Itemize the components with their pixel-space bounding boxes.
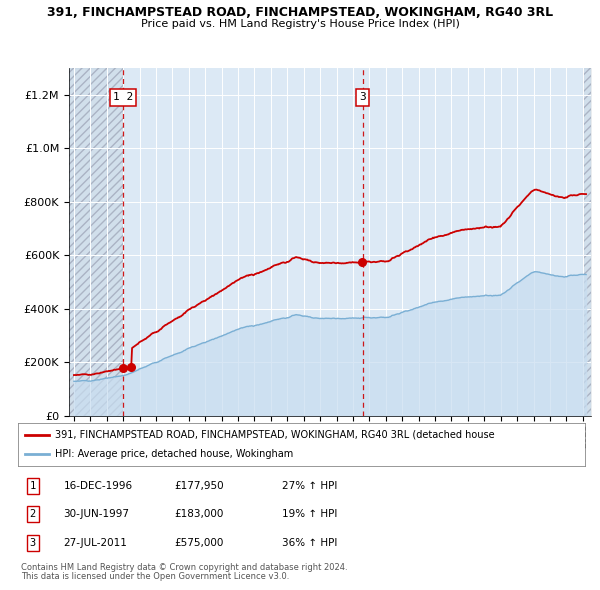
Text: Price paid vs. HM Land Registry's House Price Index (HPI): Price paid vs. HM Land Registry's House … [140,19,460,29]
Text: 391, FINCHAMPSTEAD ROAD, FINCHAMPSTEAD, WOKINGHAM, RG40 3RL: 391, FINCHAMPSTEAD ROAD, FINCHAMPSTEAD, … [47,6,553,19]
Text: 19% ↑ HPI: 19% ↑ HPI [281,509,337,519]
Text: HPI: Average price, detached house, Wokingham: HPI: Average price, detached house, Woki… [55,450,293,460]
Text: 27% ↑ HPI: 27% ↑ HPI [281,481,337,491]
Text: £177,950: £177,950 [174,481,224,491]
Text: £183,000: £183,000 [174,509,223,519]
Text: 36% ↑ HPI: 36% ↑ HPI [281,537,337,548]
Text: 3: 3 [29,537,36,548]
Text: Contains HM Land Registry data © Crown copyright and database right 2024.: Contains HM Land Registry data © Crown c… [21,563,347,572]
Text: This data is licensed under the Open Government Licence v3.0.: This data is licensed under the Open Gov… [21,572,289,581]
Text: 1: 1 [29,481,36,491]
Text: £575,000: £575,000 [174,537,223,548]
Text: 2: 2 [29,509,36,519]
Text: 27-JUL-2011: 27-JUL-2011 [64,537,127,548]
Text: 30-JUN-1997: 30-JUN-1997 [64,509,130,519]
Text: 391, FINCHAMPSTEAD ROAD, FINCHAMPSTEAD, WOKINGHAM, RG40 3RL (detached house: 391, FINCHAMPSTEAD ROAD, FINCHAMPSTEAD, … [55,430,494,440]
Text: 3: 3 [359,93,366,103]
Text: 1 2: 1 2 [113,93,133,103]
Text: 16-DEC-1996: 16-DEC-1996 [64,481,133,491]
